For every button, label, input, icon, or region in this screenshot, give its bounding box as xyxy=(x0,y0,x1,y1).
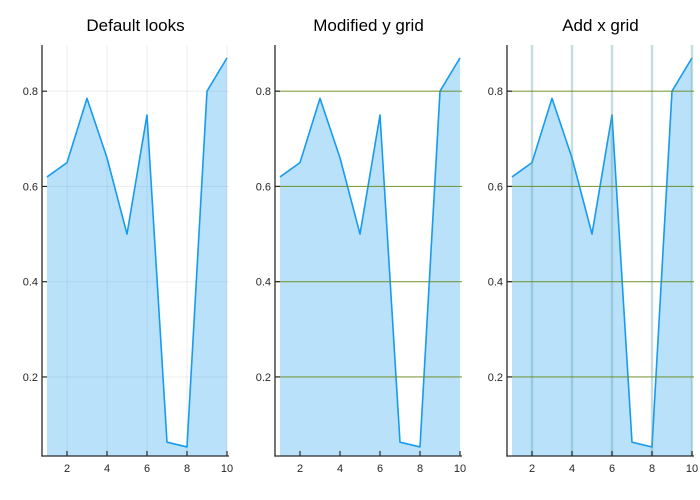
area-chart-modified-y-grid: 0.2 0.4 0.6 0.8 2 4 6 8 10 xyxy=(256,45,466,475)
svg-text:6: 6 xyxy=(377,463,383,475)
area-chart-default-looks: 0.2 0.4 0.6 0.8 2 4 6 8 10 xyxy=(23,45,233,475)
svg-text:10: 10 xyxy=(686,463,698,475)
svg-text:6: 6 xyxy=(144,463,150,475)
svg-text:8: 8 xyxy=(184,463,190,475)
svg-text:10: 10 xyxy=(221,463,233,475)
svg-text:2: 2 xyxy=(64,463,70,475)
svg-text:0.2: 0.2 xyxy=(256,372,271,384)
chart-title-modified-y-grid: Modified y grid xyxy=(313,16,424,35)
chart-title-default-looks: Default looks xyxy=(86,16,185,35)
svg-text:6: 6 xyxy=(609,463,615,475)
panel-add-x-grid: 0.2 0.4 0.6 0.8 2 4 6 8 10 Add x grid xyxy=(465,0,700,500)
svg-text:2: 2 xyxy=(297,463,303,475)
svg-text:8: 8 xyxy=(649,463,655,475)
svg-text:0.4: 0.4 xyxy=(23,277,38,289)
svg-text:0.8: 0.8 xyxy=(23,86,38,98)
svg-text:0.2: 0.2 xyxy=(23,372,38,384)
svg-text:8: 8 xyxy=(417,463,423,475)
panel-default-looks: 0.2 0.4 0.6 0.8 2 4 6 8 10 Default looks xyxy=(0,0,235,500)
svg-text:0.8: 0.8 xyxy=(488,86,503,98)
svg-text:0.6: 0.6 xyxy=(23,181,38,193)
svg-text:4: 4 xyxy=(337,463,343,475)
svg-text:4: 4 xyxy=(104,463,110,475)
panel-modified-y-grid: 0.2 0.4 0.6 0.8 2 4 6 8 10 Modified y grid xyxy=(233,0,468,500)
svg-text:4: 4 xyxy=(569,463,575,475)
svg-text:0.6: 0.6 xyxy=(256,181,271,193)
chart-title-add-x-grid: Add x grid xyxy=(562,16,639,35)
svg-text:0.4: 0.4 xyxy=(256,277,271,289)
svg-text:10: 10 xyxy=(454,463,466,475)
area-chart-add-x-grid: 0.2 0.4 0.6 0.8 2 4 6 8 10 xyxy=(488,45,698,475)
svg-text:0.4: 0.4 xyxy=(488,277,503,289)
svg-text:0.2: 0.2 xyxy=(488,372,503,384)
svg-text:0.6: 0.6 xyxy=(488,181,503,193)
svg-text:2: 2 xyxy=(529,463,535,475)
svg-text:0.8: 0.8 xyxy=(256,86,271,98)
